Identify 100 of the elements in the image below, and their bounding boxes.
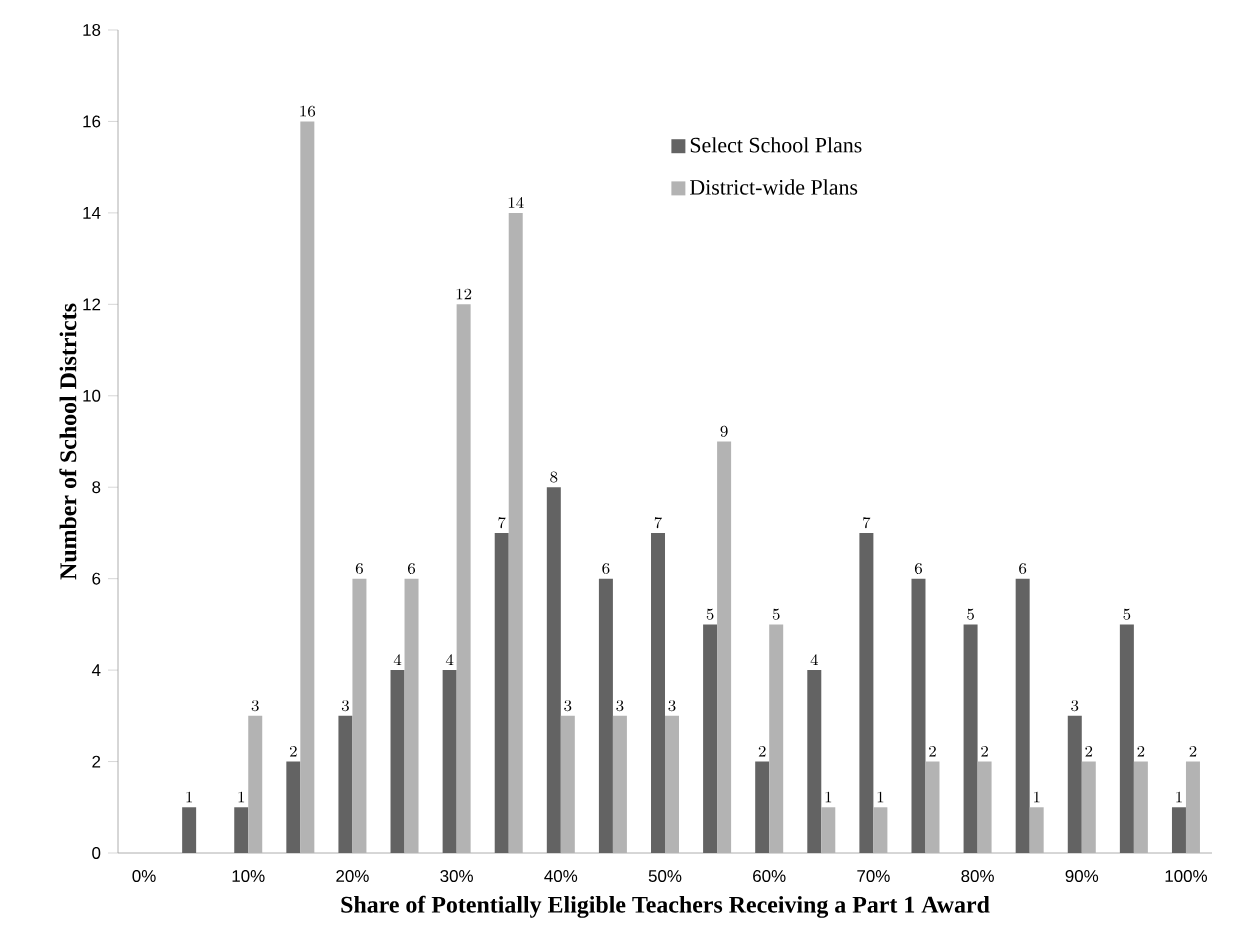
data-label: 3 — [1071, 700, 1079, 712]
data-label: 3 — [251, 700, 259, 712]
data-label: 16 — [300, 105, 316, 117]
y-tick-label: 12 — [83, 298, 101, 311]
bar — [1133, 761, 1148, 853]
x-tick-label: 20% — [336, 870, 369, 883]
x-tick-label: 100% — [1165, 870, 1208, 883]
bar — [1185, 761, 1200, 853]
data-label: 1 — [238, 791, 245, 803]
x-tick-label: 10% — [232, 870, 265, 883]
bar — [717, 441, 732, 853]
data-label: 14 — [508, 197, 524, 208]
bar — [286, 761, 301, 853]
data-label: 3 — [616, 700, 624, 712]
bar — [755, 761, 770, 853]
bar — [821, 807, 836, 853]
data-label: 1 — [877, 791, 884, 803]
data-label: 2 — [758, 745, 766, 757]
data-label: 1 — [1176, 791, 1182, 803]
data-label: 5 — [1123, 608, 1131, 620]
y-tick-label: 10 — [83, 389, 101, 402]
bar — [769, 624, 784, 853]
data-label: 6 — [1019, 563, 1027, 574]
data-label: 5 — [967, 608, 974, 620]
data-label: 3 — [341, 700, 349, 712]
data-label: 8 — [550, 471, 558, 483]
data-label: 6 — [407, 563, 416, 574]
bar — [1171, 807, 1186, 853]
bar — [404, 578, 419, 853]
bar — [494, 532, 509, 853]
data-label: 2 — [289, 745, 297, 757]
y-axis-title: Number of School Districts — [59, 303, 77, 580]
data-label: 6 — [602, 563, 610, 574]
bar — [859, 532, 874, 853]
legend-label: Select School Plans — [690, 137, 862, 153]
bar — [963, 624, 978, 853]
bar — [977, 761, 992, 853]
data-label: 1 — [825, 791, 832, 803]
bar — [1029, 807, 1044, 853]
data-label: 1 — [1033, 791, 1040, 803]
x-tick-label: 0% — [132, 870, 156, 883]
bar — [1081, 761, 1096, 853]
data-label: 5 — [772, 608, 780, 620]
bar — [560, 715, 575, 853]
bar — [546, 487, 561, 853]
bar — [807, 670, 822, 853]
data-label: 3 — [668, 700, 676, 712]
x-tick-label: 40% — [544, 870, 578, 883]
data-label: 2 — [1085, 745, 1093, 757]
bar — [665, 715, 680, 853]
y-tick-label: 18 — [83, 24, 101, 36]
y-tick-label: 14 — [83, 207, 101, 219]
data-label: 7 — [863, 517, 871, 529]
data-label: 7 — [654, 517, 662, 529]
y-tick-label: 2 — [92, 755, 101, 768]
data-label: 9 — [720, 425, 728, 437]
data-label: 2 — [1189, 745, 1197, 757]
legend-label: District-wide Plans — [689, 179, 858, 195]
data-label: 1 — [186, 791, 193, 803]
data-label: 4 — [810, 654, 819, 666]
bar — [182, 807, 197, 853]
data-label: 7 — [498, 517, 506, 529]
data-label: 12 — [456, 288, 472, 300]
data-label: 3 — [564, 700, 572, 712]
data-label: 2 — [1137, 745, 1145, 757]
bar — [1015, 578, 1030, 853]
bar — [612, 715, 627, 853]
y-tick-label: 0 — [92, 847, 101, 859]
x-tick-label: 70% — [857, 870, 890, 883]
x-tick-label: 50% — [648, 870, 682, 883]
bar — [1067, 715, 1082, 853]
data-label: 6 — [355, 563, 363, 574]
data-label: 2 — [929, 745, 936, 757]
x-tick-label: 90% — [1065, 870, 1099, 883]
y-tick-label: 8 — [92, 481, 101, 494]
bar — [234, 807, 249, 853]
bar — [338, 715, 353, 853]
data-label: 4 — [393, 654, 402, 666]
bar — [248, 715, 263, 853]
x-tick-label: 60% — [753, 870, 786, 883]
y-tick-label: 16 — [83, 115, 101, 128]
data-label: 6 — [914, 563, 922, 574]
bar — [598, 578, 613, 853]
x-axis-title: Share of Potentially Eligible Teachers Receiving a Part 1 Award — [341, 895, 990, 918]
bar — [925, 761, 940, 853]
y-tick-label: 4 — [91, 664, 101, 676]
data-label: 4 — [445, 654, 454, 666]
bar — [873, 807, 888, 853]
x-tick-label: 30% — [440, 870, 473, 883]
bar — [508, 212, 523, 853]
y-tick-label: 6 — [92, 572, 101, 585]
bar — [651, 532, 666, 853]
bar — [703, 624, 718, 853]
data-label: 5 — [706, 608, 714, 620]
bar — [456, 304, 471, 853]
bar — [390, 670, 405, 853]
bar — [442, 670, 457, 853]
bar — [911, 578, 926, 853]
x-tick-label: 80% — [961, 870, 994, 883]
bar — [1119, 624, 1134, 853]
